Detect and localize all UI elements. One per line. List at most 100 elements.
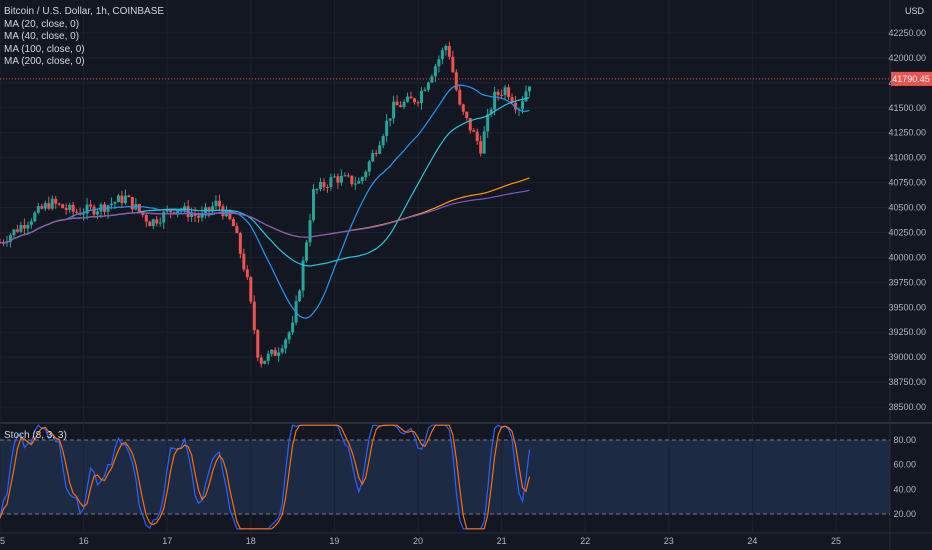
candle [461,104,465,112]
candle [284,339,288,349]
time-tick-label: 21 [497,536,507,546]
chart-legend: Bitcoin / U.S. Dollar, 1h, COINBASE MA (… [4,6,164,69]
candle [433,66,437,77]
currency-label: USD [904,6,924,16]
current-price-label: 41790.45 [892,74,930,84]
candle [12,229,16,236]
stoch-tick-label: 20.00 [893,509,916,519]
candle [454,72,458,90]
time-tick-label: 17 [162,536,172,546]
candle [109,203,113,206]
candle [388,118,392,121]
ma20-legend: MA (20, close, 0) [4,18,80,30]
candle [343,175,347,177]
candle [235,226,239,234]
candle [318,182,322,190]
candle [374,153,378,155]
candle [207,207,211,211]
candle [82,213,86,215]
stoch-tick-label: 40.00 [893,484,916,494]
candle [325,187,329,189]
candle [89,204,93,207]
candle [214,200,218,207]
candle [57,203,61,205]
price-tick-label: 40250.00 [888,227,926,237]
price-tick-label: 40000.00 [888,252,926,262]
candle [29,221,33,225]
candle [155,219,159,224]
candle [399,105,403,108]
candle [381,135,385,146]
candle [43,203,47,209]
candle [465,111,469,119]
candle [64,208,68,210]
candle [15,229,19,232]
candle [162,211,166,223]
candle [353,183,357,185]
price-tick-label: 38750.00 [888,377,926,387]
candle [472,130,476,132]
price-tick-label: 39250.00 [888,327,926,337]
price-tick-label: 40500.00 [888,203,926,213]
candle [301,260,305,291]
candle [444,46,448,51]
candle [242,253,246,270]
candle [486,114,490,132]
candle [61,204,65,209]
candle [419,90,423,104]
candle [409,96,413,99]
candle [413,98,417,103]
candle [360,177,364,182]
candle [392,101,396,119]
candle [371,153,375,162]
current-price-badge [891,71,932,86]
candle [71,204,75,212]
candle [308,220,312,243]
candle [406,96,410,102]
candle [36,206,40,213]
time-tick-label: 18 [246,536,256,546]
price-tick-label: 41500.00 [888,103,926,113]
candle [165,209,169,212]
candle [172,212,176,214]
candle [350,175,354,185]
time-tick-label: 19 [329,536,339,546]
price-tick-label: 38500.00 [888,402,926,412]
price-tick-label: 39000.00 [888,352,926,362]
candle [50,198,54,209]
candle [176,210,180,214]
candle [245,269,249,278]
candle [357,181,361,184]
candle [8,235,12,242]
candle [524,91,528,102]
candle [19,225,23,232]
candle [378,145,382,154]
candle [277,352,281,356]
candle [416,102,420,104]
candle [468,118,472,131]
candle [92,206,96,215]
stoch-tick-label: 60.00 [893,460,916,470]
candle [47,203,51,209]
candle [197,215,201,218]
candle [151,219,155,227]
price-tick-label: 39750.00 [888,277,926,287]
candle [148,221,152,227]
candle [210,206,214,211]
candle [510,97,514,103]
candle [503,87,507,96]
time-tick-label: 22 [580,536,590,546]
candle [193,213,197,216]
stoch-band-fill [0,440,890,514]
ma20-line [0,84,530,319]
candle [228,210,232,220]
candle [423,89,427,91]
price-tick-label: 41250.00 [888,128,926,138]
candle [280,348,284,353]
candle [120,195,124,204]
stoch-legend: Stoch (8, 3, 3) [4,430,67,441]
candle [500,94,504,96]
time-tick-label: 25 [831,536,841,546]
candle [447,46,451,57]
